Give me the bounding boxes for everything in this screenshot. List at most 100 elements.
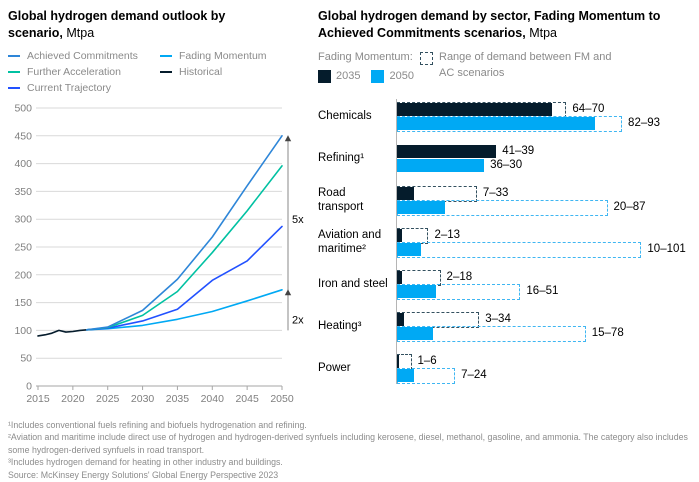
bar-row-power: Power 1–6 7–24 [318, 348, 692, 390]
bar-chart-axis-line [396, 98, 397, 384]
x-tick-label: 2045 [235, 393, 259, 405]
bar-solid-2035 [397, 187, 414, 201]
bar-value-label: 7–24 [461, 369, 487, 382]
bar-line-2050: 36–30 [396, 159, 692, 173]
bar-value-label: 41–39 [502, 145, 535, 158]
line-chart-title-bold: Global hydrogen demand outlook by scenar… [8, 9, 226, 40]
footnote-1: ¹Includes conventional fuels refining an… [8, 420, 307, 430]
bar-chart-plot: Chemicals 64–70 82–93 Refining¹ 41–39 36–30 Ro… [318, 96, 692, 390]
bar-row-track: 2–13 10–101 [396, 227, 692, 258]
legend-item-historical: Historical [160, 66, 267, 78]
bar-solid-2035 [397, 271, 402, 285]
growth-annotation-5x: 5x [292, 214, 304, 226]
y-tick-label: 350 [14, 186, 32, 198]
sector-label: Iron and steel [318, 278, 388, 291]
line-chart-legend-col1: Achieved Commitments Further Acceleration… [8, 50, 160, 98]
bar-value-label: 2–18 [446, 271, 473, 284]
bar-chart-legend-range: Range of demand between FM and AC scenar… [420, 50, 621, 85]
bar-line-2035: 3–34 [396, 311, 692, 328]
x-tick-label: 2025 [96, 393, 120, 405]
bar-solid-2050 [397, 159, 485, 173]
bar-solid-2050 [397, 117, 596, 131]
series-line-historical [37, 329, 88, 337]
sector-label: Power [318, 362, 351, 375]
footnote-3: ³Includes hydrogen demand for heating in… [8, 457, 283, 468]
y-tick-label: 100 [14, 325, 32, 337]
bar-value-label: 7–33 [482, 187, 509, 200]
y-tick-label: 50 [20, 353, 32, 365]
bar-solid-2035 [397, 313, 405, 327]
y-tick-label: 0 [26, 381, 32, 393]
bar-chart-title: Global hydrogen demand by sector, Fading… [318, 8, 692, 41]
legend-item-fading-momentum: Fading Momentum [160, 50, 267, 62]
sector-label: Road transport [318, 187, 364, 213]
bar-value-label: 1–6 [417, 355, 437, 368]
y-tick-label: 250 [14, 242, 32, 254]
bar-line-2035: 41–39 [396, 145, 692, 159]
x-tick-label: 2050 [270, 393, 294, 405]
legend-dash-icon [8, 55, 20, 57]
legend-dash-icon [160, 71, 172, 73]
bar-row-iron-and-steel: Iron and steel 2–18 16–51 [318, 264, 692, 306]
x-tick-label: 2030 [131, 393, 155, 405]
growth-arrowhead [284, 289, 292, 296]
bar-line-2035: 7–33 [396, 185, 692, 202]
y-tick-label: 450 [14, 130, 32, 142]
bar-solid-2050 [397, 369, 414, 383]
x-tick-label: 2020 [61, 393, 85, 405]
bar-solid-2035 [397, 103, 552, 117]
bar-solid-2035 [397, 145, 497, 159]
footnote-2: ²Aviation and maritime include direct us… [8, 432, 688, 455]
legend-item-label: Fading Momentum [179, 50, 267, 62]
bar-value-label: 15–78 [591, 327, 624, 340]
bar-chart-legend: Fading Momentum: 2035 2050 Range of deman… [318, 50, 692, 85]
bar-line-2050: 10–101 [396, 241, 692, 258]
range-dashed-box-icon [420, 52, 433, 65]
legend-item-further-acceleration: Further Acceleration [8, 66, 160, 78]
bar-row-track: 3–34 15–78 [396, 311, 692, 342]
bar-value-label: 10–101 [647, 243, 686, 256]
bar-solid-2035 [397, 229, 402, 243]
footnotes: ¹Includes conventional fuels refining an… [8, 419, 694, 481]
series-line-current-trajectory [86, 225, 283, 331]
bar-value-label: 82–93 [628, 117, 661, 130]
legend-dash-icon [160, 55, 172, 57]
legend-dash-icon [8, 71, 20, 73]
bar-line-2035: 2–18 [396, 269, 692, 286]
bar-value-label: 16–51 [526, 285, 559, 298]
line-chart-title-unit: Mtpa [66, 25, 95, 40]
y-tick-label: 150 [14, 297, 32, 309]
legend-year-label: 2050 [389, 69, 414, 82]
bar-solid-2050 [397, 243, 422, 257]
bar-solid-2035 [397, 355, 400, 369]
line-chart: 0 50 100 150 200 250 300 350 400 450 500 2015 2020 20… [14, 103, 304, 406]
bar-line-2050: 15–78 [396, 325, 692, 342]
y-tick-label: 300 [14, 214, 32, 226]
bar-row-track: 41–39 36–30 [396, 144, 692, 173]
bar-row-aviation-and-maritime: Aviation and maritime² 2–13 10–101 [318, 222, 692, 264]
bar-solid-2050 [397, 201, 446, 215]
legend-item-label: Current Trajectory [27, 82, 112, 94]
legend-swatch-icon [318, 70, 331, 84]
legend-year-label: 2035 [336, 69, 361, 82]
bar-line-2035: 2–13 [396, 227, 692, 244]
legend-item-label: Historical [179, 66, 223, 78]
line-chart-title: Global hydrogen demand outlook by scenar… [8, 8, 270, 41]
bar-line-2050: 16–51 [396, 283, 692, 300]
bar-chart-panel: Global hydrogen demand by sector, Fading… [318, 8, 692, 390]
footnote-source: Source: McKinsey Energy Solutions' Globa… [8, 469, 279, 480]
bar-row-track: 7–33 20–87 [396, 185, 692, 216]
bar-row-track: 1–6 7–24 [396, 353, 692, 384]
bar-chart-rows: Chemicals 64–70 82–93 Refining¹ 41–39 36–30 Ro… [318, 96, 692, 390]
bar-line-2050: 20–87 [396, 199, 692, 216]
sector-label: Refining¹ [318, 152, 365, 165]
legend-swatch-icon [371, 70, 385, 84]
legend-item-label: Further Acceleration [27, 66, 121, 78]
bar-solid-2050 [397, 327, 434, 341]
bar-line-2050: 82–93 [396, 115, 692, 132]
range-box-2050 [397, 241, 642, 258]
y-tick-label: 500 [14, 103, 32, 115]
x-tick-label: 2040 [201, 393, 225, 405]
growth-annotation-2x: 2x [292, 314, 304, 326]
